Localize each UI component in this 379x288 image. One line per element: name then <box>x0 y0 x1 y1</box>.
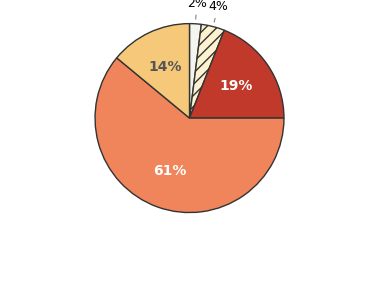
Text: 4%: 4% <box>208 0 228 22</box>
Text: 61%: 61% <box>153 164 187 178</box>
Text: 2%: 2% <box>187 0 207 19</box>
Wedge shape <box>190 30 284 118</box>
Wedge shape <box>95 58 284 213</box>
Wedge shape <box>117 24 190 118</box>
Wedge shape <box>190 24 224 118</box>
Wedge shape <box>190 24 201 118</box>
Text: 19%: 19% <box>220 79 253 93</box>
Text: 14%: 14% <box>149 60 182 74</box>
